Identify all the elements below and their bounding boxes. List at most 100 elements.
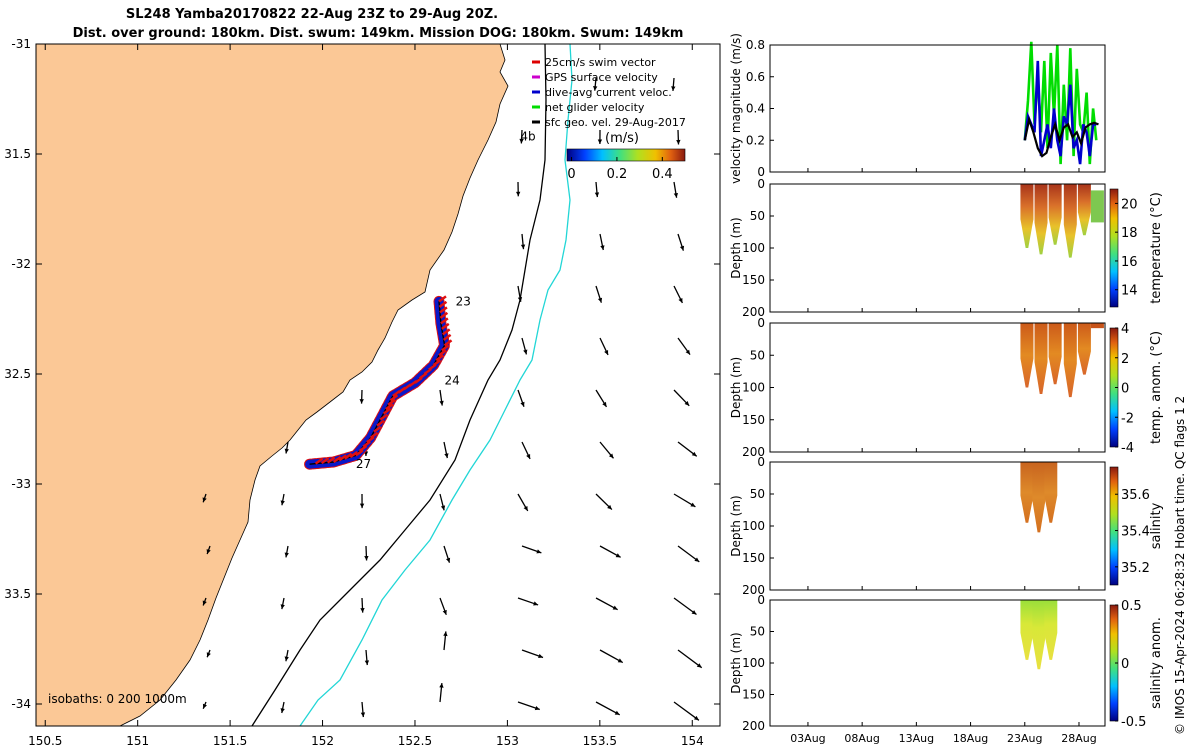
panel-y-tick-label: 150 xyxy=(742,688,765,702)
panel-colorbar-tick-label: 2 xyxy=(1121,352,1129,367)
current-arrow xyxy=(439,389,444,406)
profile-cast xyxy=(1090,190,1104,223)
current-arrow xyxy=(595,597,618,611)
legend-entry: net glider velocity xyxy=(532,101,645,114)
current-arrow xyxy=(516,181,521,197)
map-x-tick-label: 151 xyxy=(126,734,149,748)
current-arrow xyxy=(599,649,624,664)
map-x-axis: 150.5 151 151.5 152 152.5 153 153.5 154 xyxy=(28,44,704,748)
current-arrow xyxy=(517,597,539,606)
current-arrow xyxy=(284,441,289,454)
current-arrow xyxy=(595,701,621,716)
panel-y-tick-label: 50 xyxy=(750,209,765,223)
map-x-tick-label: 153.5 xyxy=(583,734,617,748)
swim-vector xyxy=(379,413,389,421)
speed-colorbar: (m/s) 0 0.2 0.4 xyxy=(566,131,686,182)
current-arrow xyxy=(671,77,676,91)
legend-label: 25cm/s swim vector xyxy=(545,56,656,69)
panel-colorbar-tick-label: -0.5 xyxy=(1121,715,1146,730)
swim-vector xyxy=(439,311,449,319)
profile-cast xyxy=(1032,462,1046,533)
current-arrow xyxy=(517,285,523,302)
map-y-tick-label: 31.5 xyxy=(4,147,31,161)
map-y-tick-label: -32 xyxy=(11,257,31,271)
current-arrow xyxy=(202,597,207,606)
profile-cast xyxy=(1048,184,1062,245)
profile-cast xyxy=(1032,600,1046,670)
legend-entry: 25cm/s swim vector xyxy=(532,56,656,69)
current-arrow xyxy=(284,649,289,662)
panel-y-tick-label: 200 xyxy=(742,583,765,597)
panel-y-label: Depth (m) xyxy=(729,357,743,418)
legend-entry: dive-avg current veloc. xyxy=(532,86,672,99)
speed-colorbar-tick-label: 0.2 xyxy=(607,167,628,182)
panel-y-tick-label: 50 xyxy=(750,348,765,362)
legend-label: sfc geo. vel. 29-Aug-2017 xyxy=(545,116,686,129)
current-arrow xyxy=(517,389,525,407)
isobath-1000m xyxy=(299,43,573,727)
current-arrow xyxy=(520,233,526,250)
legend-label: net glider velocity xyxy=(545,101,645,114)
panel-colorbar-tick-label: 0.5 xyxy=(1121,599,1142,614)
swim-vector xyxy=(441,322,450,330)
profile-cast xyxy=(1063,184,1077,258)
profile-cast xyxy=(1044,462,1058,523)
current-arrow xyxy=(364,545,369,561)
profile-cast xyxy=(1077,184,1091,236)
panel-colorbar-tick-label: 0 xyxy=(1121,657,1129,672)
current-arrow xyxy=(673,597,697,616)
current-arrow xyxy=(360,597,365,613)
current-arrow xyxy=(595,493,613,511)
panel-colorbar-label: salinity xyxy=(1149,502,1164,549)
panel-y-tick-label: 0.8 xyxy=(746,38,765,52)
current-arrow xyxy=(521,441,531,460)
current-arrow xyxy=(202,701,207,709)
panel-y-tick-label: 150 xyxy=(742,273,765,287)
swim-vector xyxy=(362,440,371,448)
panel-y-label: Depth (m) xyxy=(729,495,743,556)
panel-y-tick-label: 200 xyxy=(742,445,765,459)
swim-vector xyxy=(438,295,447,303)
surface-current-arrows xyxy=(202,77,703,721)
speed-colorbar-label: (m/s) xyxy=(605,131,639,146)
current-arrow xyxy=(595,285,603,303)
swim-vector xyxy=(439,306,448,314)
swim-vector xyxy=(366,436,375,444)
current-arrow xyxy=(439,682,444,703)
speed-colorbar-ticks: 0 0.2 0.4 xyxy=(567,157,673,182)
current-arrow xyxy=(359,493,365,509)
profile-cast xyxy=(1034,184,1048,255)
current-arrow xyxy=(439,493,446,511)
panel-colorbar-tick-label: 4 xyxy=(1121,322,1129,337)
legend-label: GPS surface velocity xyxy=(545,71,658,84)
panel-colorbar-tick-label: 20 xyxy=(1121,197,1138,212)
profile-cast xyxy=(1020,462,1034,523)
current-arrow xyxy=(673,701,700,721)
imos-credit: © IMOS 15-Apr-2024 06:28:32 Hobart time.… xyxy=(1173,396,1187,735)
profile-cast xyxy=(1044,600,1058,660)
current-arrow xyxy=(359,389,364,404)
legend-entry: GPS surface velocity xyxy=(532,71,658,84)
current-arrow xyxy=(677,545,700,563)
panel-colorbar-tick-label: -4 xyxy=(1121,441,1134,456)
glider-track xyxy=(304,295,453,470)
panel-y-tick-label: 100 xyxy=(742,241,765,255)
swim-vector xyxy=(441,328,451,336)
swim-vector xyxy=(443,339,453,347)
map-y-axis: -31 31.5 -32 32.5 -33 33.5 -34 xyxy=(4,37,720,711)
panel-colorbar-tick-label: -2 xyxy=(1121,411,1134,426)
panel-y-tick-label: 100 xyxy=(742,656,765,670)
swim-vector xyxy=(376,419,385,427)
panel-colorbar-tick-label: 35.4 xyxy=(1121,525,1150,540)
swim-vector xyxy=(438,300,448,308)
current-arrow xyxy=(599,545,621,558)
panel-y-tick-label: 100 xyxy=(742,519,765,533)
profile-cast xyxy=(1020,600,1034,660)
swim-vector xyxy=(440,317,449,325)
swim-vector xyxy=(438,349,447,357)
swim-vector xyxy=(338,454,347,462)
